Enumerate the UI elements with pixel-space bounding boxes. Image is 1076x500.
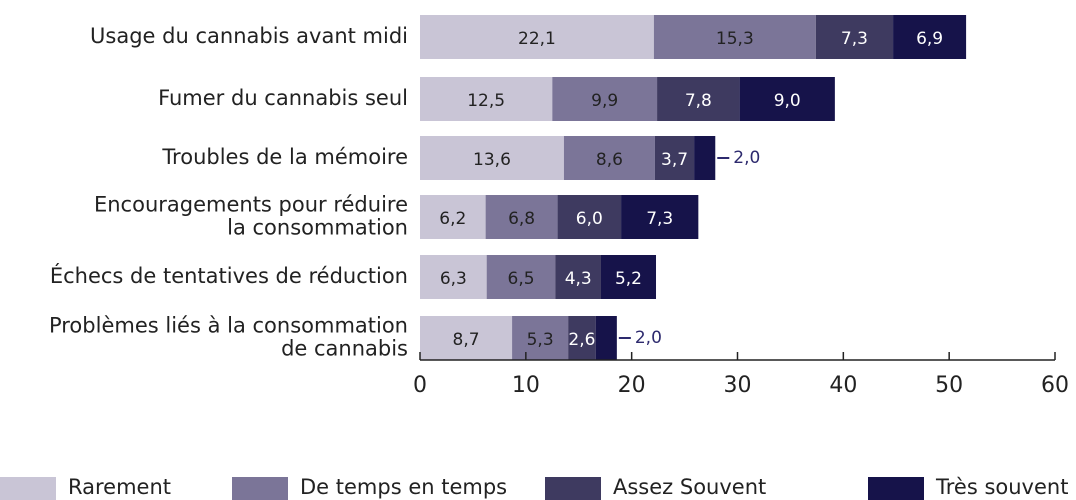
bar-segment [420,136,564,180]
value-label: 13,6 [473,150,511,170]
x-tick-label: 10 [512,373,540,398]
value-label: 9,0 [774,91,801,111]
x-tick-label: 50 [935,373,963,398]
value-label: 6,8 [508,209,535,229]
legend-swatch [868,477,924,500]
value-label: 4,3 [565,269,592,289]
bar-segment [557,195,622,239]
legend-label: De temps en temps [300,475,507,499]
legend-swatch [232,477,288,500]
legend-swatch [545,477,601,500]
value-label: 8,7 [453,330,480,350]
value-label: 6,2 [439,209,466,229]
category-label: Usage du cannabis avant midi [90,24,408,48]
legend-label: Très souvent [935,475,1068,499]
value-label: 6,0 [576,209,603,229]
value-label: 7,3 [646,209,673,229]
bar-segment [420,77,553,121]
legend-label: Rarement [68,475,171,499]
value-label: 3,7 [661,150,688,170]
bar-segment [621,195,699,239]
value-label: 9,9 [591,91,618,111]
bar-segment [420,316,513,360]
value-label: 2,6 [568,330,595,350]
bar-segment [694,136,716,180]
category-label: Problèmes liés à la consommation de canna… [49,314,408,361]
value-label: 8,6 [596,150,623,170]
legend-swatch [0,477,56,500]
x-tick-label: 60 [1041,373,1069,398]
x-tick-label: 0 [413,373,427,398]
bar-segment [657,77,740,121]
bar-segment [654,136,695,180]
legend-label: Assez Souvent [613,475,766,499]
value-label: 7,8 [685,91,712,111]
bar-segment [568,316,596,360]
bar-segment [893,15,967,59]
value-label: 15,3 [716,29,754,49]
bar-segment [653,15,816,59]
bar-segment [420,195,486,239]
category-label: Encouragements pour réduire la consommati… [94,193,408,240]
bar-segment [486,255,556,299]
value-label: 6,5 [508,269,535,289]
bar-segment [512,316,569,360]
category-label: Troubles de la mémoire [161,145,408,169]
category-label: Fumer du cannabis seul [158,86,408,110]
x-tick-label: 40 [829,373,857,398]
bar-segment [595,316,617,360]
value-label: 6,9 [916,29,943,49]
value-label: 6,3 [440,269,467,289]
x-tick-label: 30 [724,373,752,398]
bar-segment [563,136,655,180]
bar-segment [815,15,894,59]
bar-segment [739,77,835,121]
value-label: 2,0 [733,148,760,168]
value-label: 2,0 [635,328,662,348]
category-label: Échecs de tentatives de réduction [50,263,408,288]
value-label: 22,1 [518,29,556,49]
x-tick-label: 20 [618,373,646,398]
bar-segment [420,15,654,59]
bar-segment [485,195,558,239]
value-label: 5,2 [615,269,642,289]
bar-segment [420,255,487,299]
value-label: 7,3 [841,29,868,49]
value-label: 5,3 [527,330,554,350]
bar-segment [600,255,657,299]
bar-segment [555,255,601,299]
value-label: 12,5 [467,91,505,111]
bar-segment [552,77,658,121]
